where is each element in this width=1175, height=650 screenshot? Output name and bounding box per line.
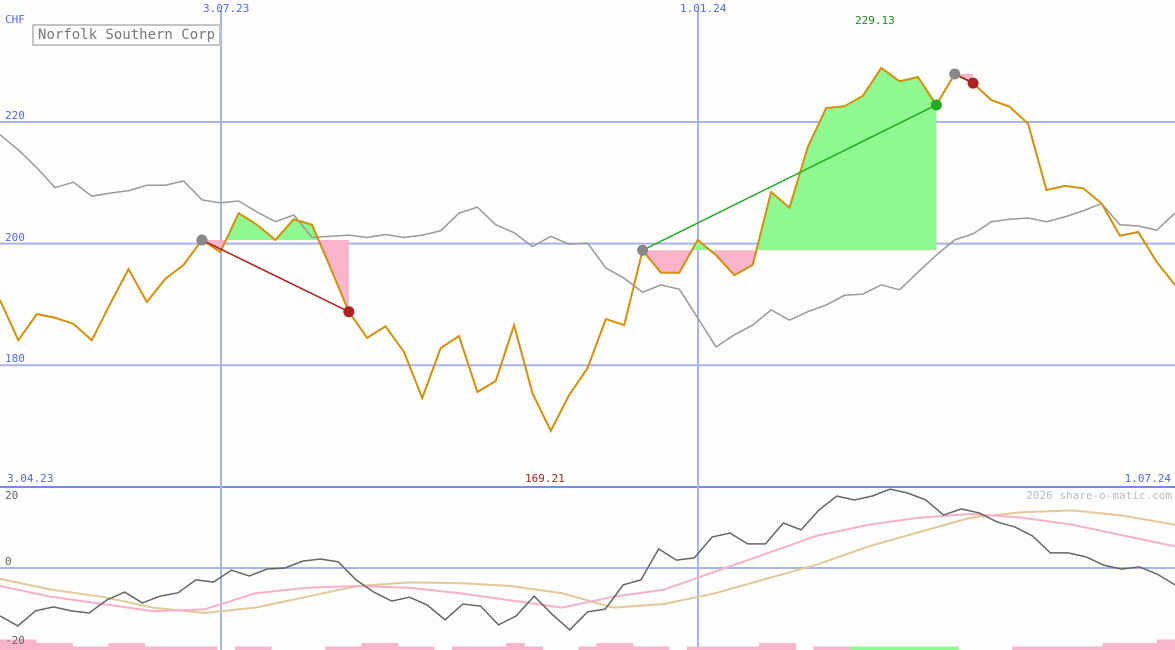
trade-gain-area xyxy=(642,67,937,251)
bottom-bar xyxy=(126,643,146,650)
watermark: 2026 share-o-matic.com xyxy=(1026,489,1172,502)
trade-line xyxy=(642,104,937,251)
oscillator-slow-line xyxy=(0,509,1175,615)
bottom-bar xyxy=(1120,643,1140,650)
bottom-bar xyxy=(325,646,344,650)
bottom-bar xyxy=(921,646,941,650)
buy-marker xyxy=(949,68,961,80)
bottom-bar xyxy=(18,639,37,650)
bottom-bar xyxy=(235,646,254,650)
bottom-bar xyxy=(90,646,109,650)
bottom-bar xyxy=(596,643,616,650)
bottom-bar xyxy=(1066,646,1086,650)
bottom-bar xyxy=(415,646,435,650)
x-tick-label: 3.07.23 xyxy=(203,2,250,15)
trade-loss-area xyxy=(201,239,349,312)
trade-gain-area xyxy=(201,213,349,240)
bottom-bar xyxy=(506,643,525,650)
bottom-bar xyxy=(108,643,128,650)
bottom-bar xyxy=(759,643,778,650)
sell-marker xyxy=(930,99,942,111)
bottom-bar xyxy=(72,646,91,650)
bottom-bar xyxy=(723,646,742,650)
bottom-bar xyxy=(470,646,489,650)
bottom-bar xyxy=(524,646,543,650)
bottom-bar xyxy=(867,646,887,650)
bottom-bar xyxy=(488,646,507,650)
bottom-bar xyxy=(903,646,923,650)
buy-marker xyxy=(637,244,649,256)
range-start-label: 3.04.23 xyxy=(7,472,54,485)
bottom-bar xyxy=(397,646,417,650)
bottom-bar xyxy=(777,643,796,650)
max-price-label: 229.13 xyxy=(855,14,895,27)
min-price-label: 169.21 xyxy=(525,472,565,485)
sell-marker xyxy=(343,306,355,318)
bottom-bar xyxy=(1048,646,1068,650)
bottom-bar xyxy=(1030,646,1049,650)
bottom-bar xyxy=(253,646,272,650)
benchmark-line xyxy=(0,134,1175,349)
bottom-bar xyxy=(650,646,670,650)
y-tick-label: 180 xyxy=(5,352,25,365)
bottom-bar xyxy=(940,646,959,650)
oscillator-signal-line xyxy=(0,512,1175,613)
y-tick-label: 200 xyxy=(5,231,25,244)
bottom-bar xyxy=(0,639,19,650)
bottom-bar xyxy=(144,646,164,650)
bottom-bar xyxy=(1156,639,1175,650)
bottom-bar xyxy=(831,646,851,650)
bottom-bar xyxy=(180,646,200,650)
bottom-bar xyxy=(813,646,833,650)
bottom-bar xyxy=(162,646,182,650)
y-tick-label: 220 xyxy=(5,109,25,122)
currency-label: CHF xyxy=(5,13,25,26)
bottom-bar xyxy=(885,646,905,650)
bottom-bar xyxy=(198,646,218,650)
x-tick-label: 1.01.24 xyxy=(680,2,727,15)
bottom-bar xyxy=(379,643,399,650)
bottom-bar xyxy=(1102,643,1122,650)
bottom-bar xyxy=(632,646,652,650)
trade-line xyxy=(201,239,350,313)
bottom-bar xyxy=(614,643,634,650)
price-line xyxy=(0,66,1175,434)
osc-tick-label: -20 xyxy=(5,634,25,647)
bottom-bar xyxy=(705,646,724,650)
bottom-bar xyxy=(343,646,363,650)
bottom-bar xyxy=(451,646,471,650)
bottom-bar xyxy=(36,643,55,650)
bottom-bar xyxy=(849,646,869,650)
osc-tick-label: 0 xyxy=(5,555,12,568)
bottom-bar xyxy=(361,643,381,650)
oscillator-line xyxy=(0,488,1175,631)
chart-title: Norfolk Southern Corp xyxy=(32,24,222,46)
bottom-bar xyxy=(1084,646,1104,650)
bottom-bar xyxy=(1012,646,1031,650)
bottom-bar xyxy=(1138,643,1158,650)
buy-marker xyxy=(196,234,208,246)
bottom-bar xyxy=(686,646,706,650)
osc-tick-label: 20 xyxy=(5,489,19,502)
range-end-label: 1.07.24 xyxy=(1124,472,1171,485)
sell-marker xyxy=(967,77,979,89)
bottom-bar xyxy=(741,646,760,650)
bottom-bar xyxy=(578,646,598,650)
bottom-bar xyxy=(54,643,73,650)
